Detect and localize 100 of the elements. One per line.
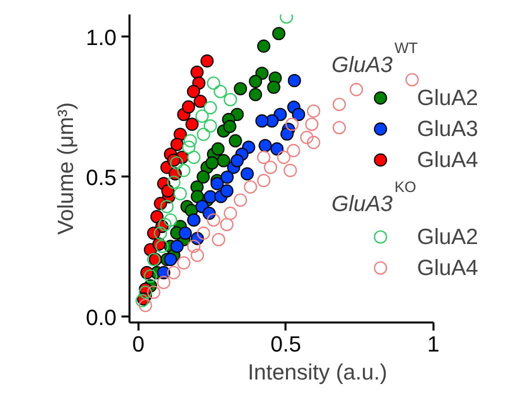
- point: [350, 82, 364, 96]
- point: [204, 101, 217, 114]
- legend-label: GluA4: [417, 146, 478, 174]
- point: [190, 248, 204, 262]
- y-axis-title: Volume (μm³): [52, 102, 78, 235]
- point: [138, 286, 152, 299]
- point: [258, 138, 272, 152]
- legend-label: GluA2: [417, 222, 478, 250]
- point: [292, 108, 306, 122]
- point: [288, 74, 302, 88]
- point: [147, 286, 160, 299]
- point: [200, 54, 214, 68]
- point: [255, 114, 269, 128]
- point: [248, 88, 262, 102]
- point: [204, 190, 217, 204]
- point: [170, 156, 184, 170]
- point: [161, 184, 174, 198]
- point: [167, 266, 180, 280]
- point: [194, 94, 207, 108]
- y-tick-label: 1.0: [86, 24, 117, 50]
- point: [196, 170, 210, 184]
- legend-label: GluA4: [417, 254, 478, 282]
- annotation: GluA3KO: [332, 179, 416, 216]
- point: [190, 66, 204, 79]
- annotation: GluA3WT: [332, 40, 418, 77]
- point: [257, 40, 270, 53]
- point: [230, 154, 244, 168]
- point: [220, 184, 234, 198]
- legend-label: GluA2: [417, 84, 478, 112]
- point: [178, 226, 192, 240]
- point: [264, 160, 278, 174]
- point: [170, 138, 184, 152]
- point: [267, 80, 280, 94]
- point: [174, 187, 187, 200]
- point: [144, 269, 158, 283]
- point: [195, 110, 209, 123]
- point: [214, 84, 228, 98]
- point: [217, 154, 230, 168]
- point: [234, 194, 248, 207]
- point: [211, 142, 225, 156]
- point: [277, 150, 290, 164]
- point: [185, 118, 199, 131]
- point: [184, 134, 197, 148]
- point: [155, 240, 169, 253]
- point: [285, 118, 299, 131]
- point: [212, 232, 226, 246]
- point: [190, 190, 204, 204]
- point: [306, 104, 320, 118]
- point: [280, 127, 294, 141]
- point: [164, 213, 178, 227]
- point: [177, 164, 190, 178]
- point: [138, 298, 152, 312]
- point: [286, 144, 300, 158]
- point: [244, 180, 258, 194]
- point: [223, 120, 236, 134]
- point: [224, 206, 238, 220]
- point: [204, 119, 217, 133]
- point: [150, 210, 164, 224]
- point: [306, 136, 320, 150]
- point: [186, 84, 200, 98]
- point: [220, 218, 234, 232]
- point: [187, 240, 200, 253]
- point: [206, 156, 219, 170]
- point: [170, 240, 184, 253]
- point: [300, 130, 314, 144]
- point: [272, 26, 286, 40]
- point: [305, 118, 318, 131]
- point: [270, 142, 284, 156]
- point: [257, 150, 270, 164]
- point: [248, 74, 262, 88]
- legend-label: GluA3: [417, 114, 478, 142]
- point: [196, 128, 210, 141]
- point: [187, 150, 200, 164]
- point: [158, 218, 172, 232]
- point: [182, 100, 196, 114]
- point: [332, 98, 346, 112]
- point: [228, 134, 242, 148]
- point: [405, 73, 419, 86]
- point: [234, 82, 248, 96]
- point: [332, 120, 346, 134]
- point: [157, 276, 170, 290]
- point: [164, 252, 178, 266]
- point: [167, 176, 180, 189]
- x-tick-label: 1: [427, 332, 440, 356]
- x-tick-label: 0: [132, 332, 144, 356]
- point: [210, 177, 224, 190]
- x-tick-label: 0.5: [270, 332, 302, 356]
- point: [206, 76, 220, 90]
- y-tick-label: 0.5: [86, 164, 117, 190]
- point: [154, 226, 168, 240]
- point: [220, 170, 234, 184]
- point: [160, 200, 174, 214]
- point: [224, 92, 238, 106]
- x-axis-title: Intensity (a.u.): [248, 360, 388, 384]
- y-tick-label: 0.0: [86, 304, 117, 330]
- point: [177, 256, 190, 270]
- point: [240, 167, 254, 180]
- point: [284, 164, 297, 178]
- point: [206, 213, 220, 227]
- point: [182, 140, 196, 154]
